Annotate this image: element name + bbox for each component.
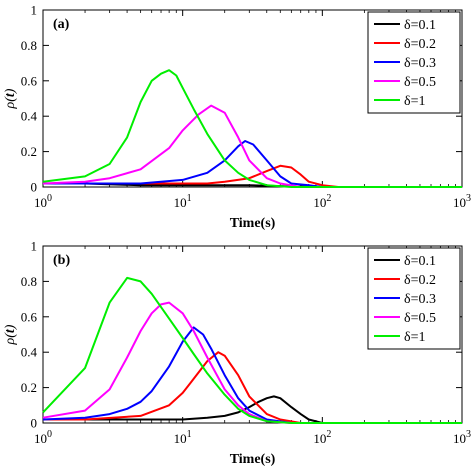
x-tick-label: 100: [34, 193, 52, 210]
y-tick-label: 0.2: [21, 380, 37, 395]
legend-label: δ=1: [404, 330, 426, 345]
series-line-3: [42, 326, 462, 424]
legend-label: δ=0.1: [404, 18, 436, 33]
y-tick-label: 1: [31, 239, 38, 254]
y-tick-label: 0: [31, 180, 38, 195]
series-line-1: [43, 395, 462, 424]
y-tick-label: 0.4: [21, 345, 38, 360]
legend-label: δ=0.2: [404, 37, 436, 52]
y-tick-label: 0.2: [21, 144, 37, 159]
x-tick-label: 101: [174, 429, 192, 446]
series-line-5: [42, 276, 462, 424]
y-tick-label: 0.6: [21, 309, 38, 324]
y-tick-label: 1: [31, 3, 38, 18]
chart-panel-1: 100 101 102 103 0 0.2 0.4 0.6 0.8 1 Time(s) ρ(t) (a)…: [3, 3, 471, 232]
x-tick-label: 103: [453, 193, 471, 210]
x-axis-label: Time(s): [230, 452, 276, 467]
legend-label: δ=0.3: [404, 292, 436, 307]
y-axis-label: ρ(t): [3, 324, 18, 345]
y-tick-label: 0: [31, 416, 38, 431]
legend-label: δ=0.2: [404, 273, 436, 288]
series-line-2: [43, 351, 462, 424]
chart-panel-2: 100 101 102 103 0 0.2 0.4 0.6 0.8 1 Time(s) ρ(t) (b)…: [3, 239, 471, 468]
legend-label: δ=0.1: [404, 254, 436, 269]
x-tick-label: 101: [174, 193, 192, 210]
x-tick-label: 100: [34, 429, 52, 446]
series-line-4: [42, 104, 462, 188]
legend-label: δ=0.5: [404, 311, 436, 326]
y-tick-label: 0.4: [21, 109, 38, 124]
panel-label: (b): [53, 253, 70, 268]
x-tick-label: 102: [313, 429, 331, 446]
plot-frame: [42, 245, 463, 424]
series-line-5: [42, 69, 462, 188]
y-tick-label: 0.8: [21, 274, 37, 289]
legend-label: δ=0.5: [404, 75, 436, 90]
y-axis-label: ρ(t): [3, 88, 18, 109]
panel-label: (a): [53, 17, 70, 32]
x-tick-label: 103: [453, 429, 471, 446]
legend-label: δ=0.3: [404, 56, 436, 71]
y-tick-label: 0.6: [21, 73, 38, 88]
legend-label: δ=1: [404, 94, 426, 109]
x-tick-label: 102: [313, 193, 331, 210]
y-tick-label: 0.8: [21, 38, 37, 53]
plot-frame: [42, 9, 463, 188]
x-axis-label: Time(s): [230, 216, 276, 231]
